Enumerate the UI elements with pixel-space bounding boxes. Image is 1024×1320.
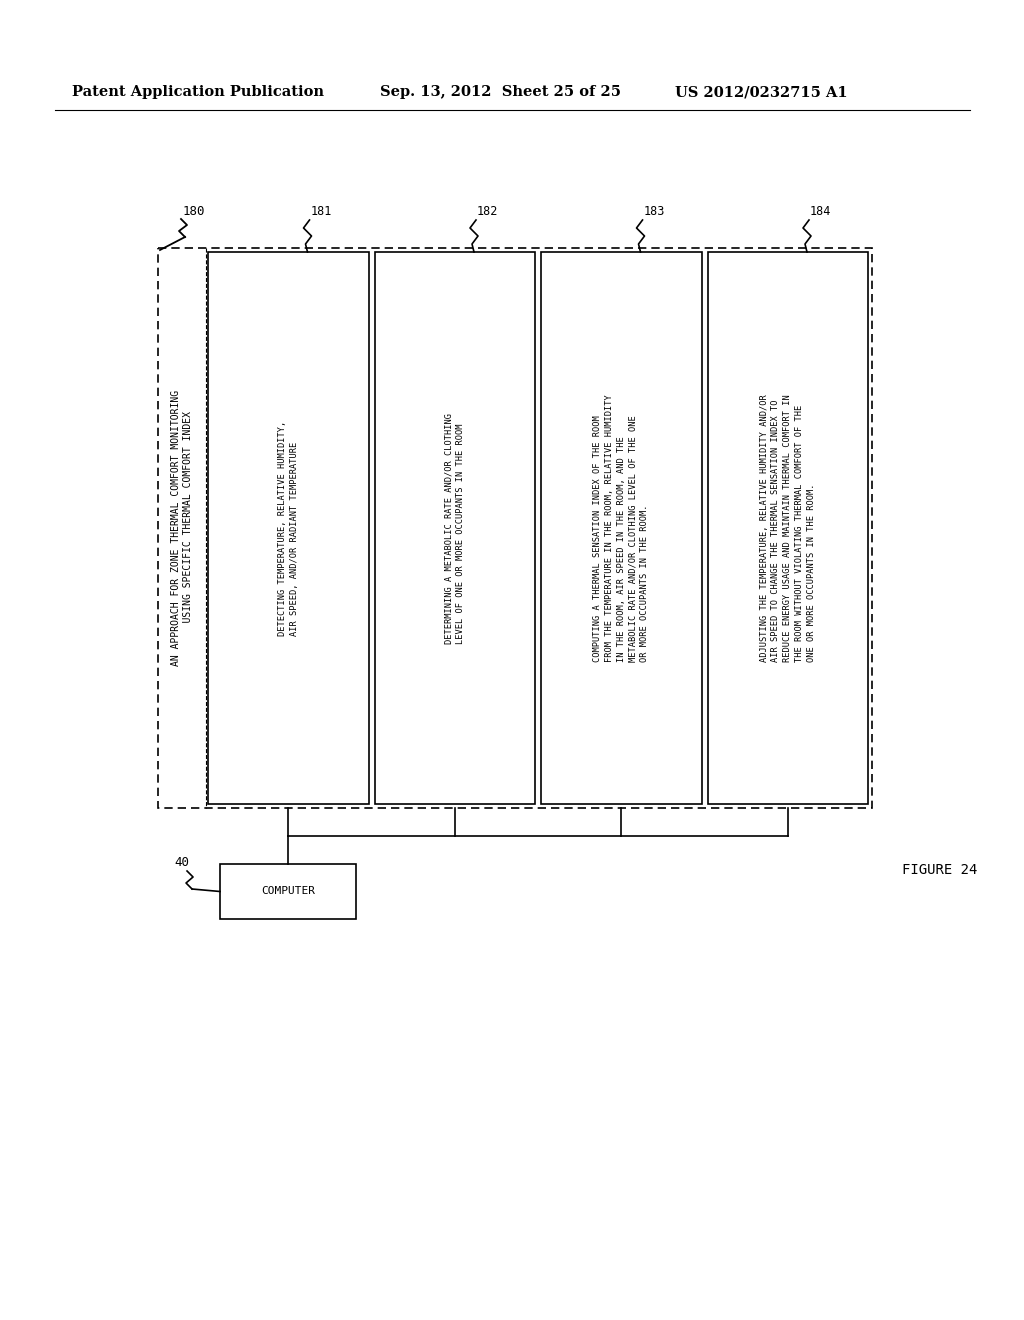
- Text: 40: 40: [174, 855, 189, 869]
- Text: 183: 183: [643, 205, 665, 218]
- Bar: [158, 248, 872, 808]
- Bar: [220, 865, 356, 919]
- Bar: [375, 252, 535, 804]
- Text: COMPUTING A THERMAL SENSATION INDEX OF THE ROOM
FROM THE TEMPERATURE IN THE ROOM: COMPUTING A THERMAL SENSATION INDEX OF T…: [593, 395, 649, 661]
- Text: AN APPROACH FOR ZONE THERMAL COMFORT MONITORING
    USING SPECIFIC THERMAL COMFO: AN APPROACH FOR ZONE THERMAL COMFORT MON…: [171, 389, 193, 667]
- Text: 184: 184: [810, 205, 831, 218]
- Text: Sep. 13, 2012  Sheet 25 of 25: Sep. 13, 2012 Sheet 25 of 25: [380, 84, 621, 99]
- Text: ADJUSTING THE TEMPERATURE, RELATIVE HUMIDITY AND/OR
AIR SPEED TO CHANGE THE THER: ADJUSTING THE TEMPERATURE, RELATIVE HUMI…: [760, 395, 816, 661]
- Text: COMPUTER: COMPUTER: [261, 887, 315, 896]
- Text: US 2012/0232715 A1: US 2012/0232715 A1: [675, 84, 848, 99]
- Text: DETECTING TEMPERATURE, RELATIVE HUMIDITY,
AIR SPEED, AND/OR RADIANT TEMPERATURE: DETECTING TEMPERATURE, RELATIVE HUMIDITY…: [278, 420, 299, 636]
- Bar: [708, 252, 868, 804]
- Text: 181: 181: [310, 205, 332, 218]
- Text: DETERMINING A METABOLIC RATE AND/OR CLOTHING
LEVEL OF ONE OR MORE OCCUPANTS IN T: DETERMINING A METABOLIC RATE AND/OR CLOT…: [444, 412, 465, 644]
- Text: 180: 180: [183, 205, 206, 218]
- Bar: [541, 252, 701, 804]
- Bar: [208, 252, 369, 804]
- Text: Patent Application Publication: Patent Application Publication: [72, 84, 324, 99]
- Text: 182: 182: [477, 205, 499, 218]
- Text: FIGURE 24: FIGURE 24: [902, 863, 977, 876]
